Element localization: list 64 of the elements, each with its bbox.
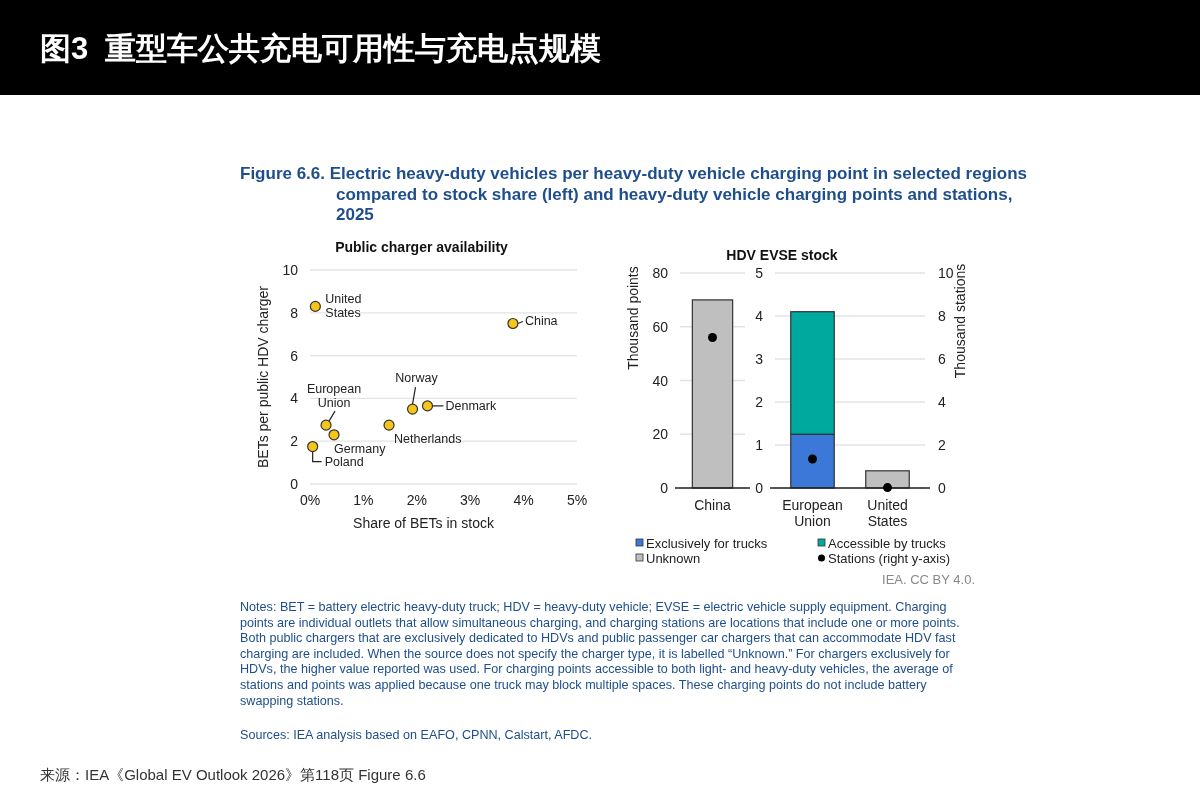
y2-tick-label: 0 bbox=[938, 480, 946, 496]
annotation: European Union bbox=[306, 382, 362, 411]
x-tick-label: 0% bbox=[299, 492, 321, 508]
point bbox=[507, 317, 519, 330]
x-tick-label: European Union bbox=[782, 497, 843, 529]
point bbox=[406, 403, 419, 415]
annotation: Germany bbox=[334, 441, 387, 456]
y-tick-label: 0 bbox=[755, 480, 764, 496]
y-tick-label: 80 bbox=[652, 265, 669, 281]
annotation: Poland bbox=[324, 454, 364, 469]
y-tick-label: 2 bbox=[755, 394, 764, 410]
x-tick-label: 1% bbox=[353, 492, 374, 508]
annotation: Denmark bbox=[445, 398, 497, 413]
y-tick-label: 4 bbox=[290, 390, 299, 407]
text: 图3 重型车公共充电可用性与充电点规模 bbox=[40, 30, 602, 68]
point bbox=[421, 400, 434, 412]
x-tick-label: 4% bbox=[513, 492, 534, 508]
text: Notes: BET = battery electric heavy-duty truck; HDV = heavy-duty vehicle; EVSE = electric vehicle supply equipment. Charging points are individual outlets that allow simultaneous charging, and charging stations are locations that include one or more points. Both public chargers that are exclusively dedicated to HDVs and public passenger car chargers that can accommodate HDV fast charging are included. When the source does not specify the charger type, it is labelled “Unknown.” For chargers exclusively for HDVs, the higher value reported was used. For charging points accessible to both light- and heavy-duty vehicles, the average of stations and points was applied because one truck may block multiple spaces. These charging points do not include battery swapping stations. bbox=[240, 600, 961, 710]
x-tick-label: 5% bbox=[566, 492, 588, 508]
y2-axis-title: Thousand stations bbox=[952, 263, 968, 379]
x-tick-label: 3% bbox=[460, 492, 481, 508]
text: IEA. CC BY 4.0. bbox=[881, 572, 975, 588]
y2-tick-label: 4 bbox=[938, 394, 946, 410]
x-axis-title: Share of BETs in stock bbox=[353, 515, 495, 531]
point bbox=[320, 419, 332, 431]
legend-label: Stations (right y-axis) bbox=[828, 551, 951, 566]
y-tick-label: 4 bbox=[755, 308, 764, 324]
y-tick-label: 60 bbox=[652, 318, 669, 335]
y-tick-label: 3 bbox=[755, 351, 764, 367]
source-note: 来源：IEA《Global EV Outlook 2026》第118页 Figure 6.6 bbox=[40, 766, 427, 783]
annotation: United States bbox=[325, 292, 362, 321]
y-tick-label: 10 bbox=[282, 262, 299, 278]
y-tick-label: 40 bbox=[652, 372, 669, 389]
chart-title: Public charger availability bbox=[335, 239, 509, 255]
y2-tick-label: 2 bbox=[938, 437, 946, 453]
annotation: Norway bbox=[395, 371, 439, 386]
legend-label: Unknown bbox=[646, 551, 701, 566]
point bbox=[309, 300, 321, 312]
x-tick-label: United States bbox=[867, 497, 908, 529]
y-tick-label: 20 bbox=[652, 426, 669, 443]
y-tick-label: 5 bbox=[755, 265, 764, 281]
y-tick-label: 1 bbox=[755, 437, 764, 453]
y-tick-label: 6 bbox=[290, 347, 299, 364]
annotation: Netherlands bbox=[394, 432, 462, 447]
y2-tick-label: 10 bbox=[938, 265, 954, 281]
x-tick-label: 2% bbox=[406, 492, 427, 508]
y-tick-label: 0 bbox=[290, 476, 299, 492]
y-axis-title: BETs per public HDV charger bbox=[255, 285, 271, 469]
y-tick-label: 0 bbox=[660, 480, 669, 496]
y-tick-label: 2 bbox=[290, 433, 299, 450]
y-axis-title: Thousand points bbox=[625, 266, 641, 370]
y-tick-label: 8 bbox=[290, 304, 299, 321]
point bbox=[383, 419, 395, 431]
legend-label: Exclusively for trucks bbox=[646, 536, 768, 551]
legend-label: Accessible by trucks bbox=[828, 536, 947, 551]
text: Figure 6.6. Electric heavy-duty vehicles per heavy-duty vehicle charging point in selected regions compared to stock share (left) and heavy-duty vehicle charging points and stations, 2025 bbox=[240, 164, 1028, 226]
point bbox=[307, 440, 319, 453]
source-note: Sources: IEA analysis based on EAFO, CPNN, Calstart, AFDC. bbox=[240, 728, 594, 744]
annotation: China bbox=[524, 313, 558, 328]
x-tick-label: China bbox=[694, 497, 731, 513]
y2-tick-label: 6 bbox=[938, 351, 946, 367]
text: HDV EVSE stock bbox=[726, 247, 838, 263]
y2-tick-label: 8 bbox=[938, 308, 946, 324]
point bbox=[328, 429, 340, 441]
